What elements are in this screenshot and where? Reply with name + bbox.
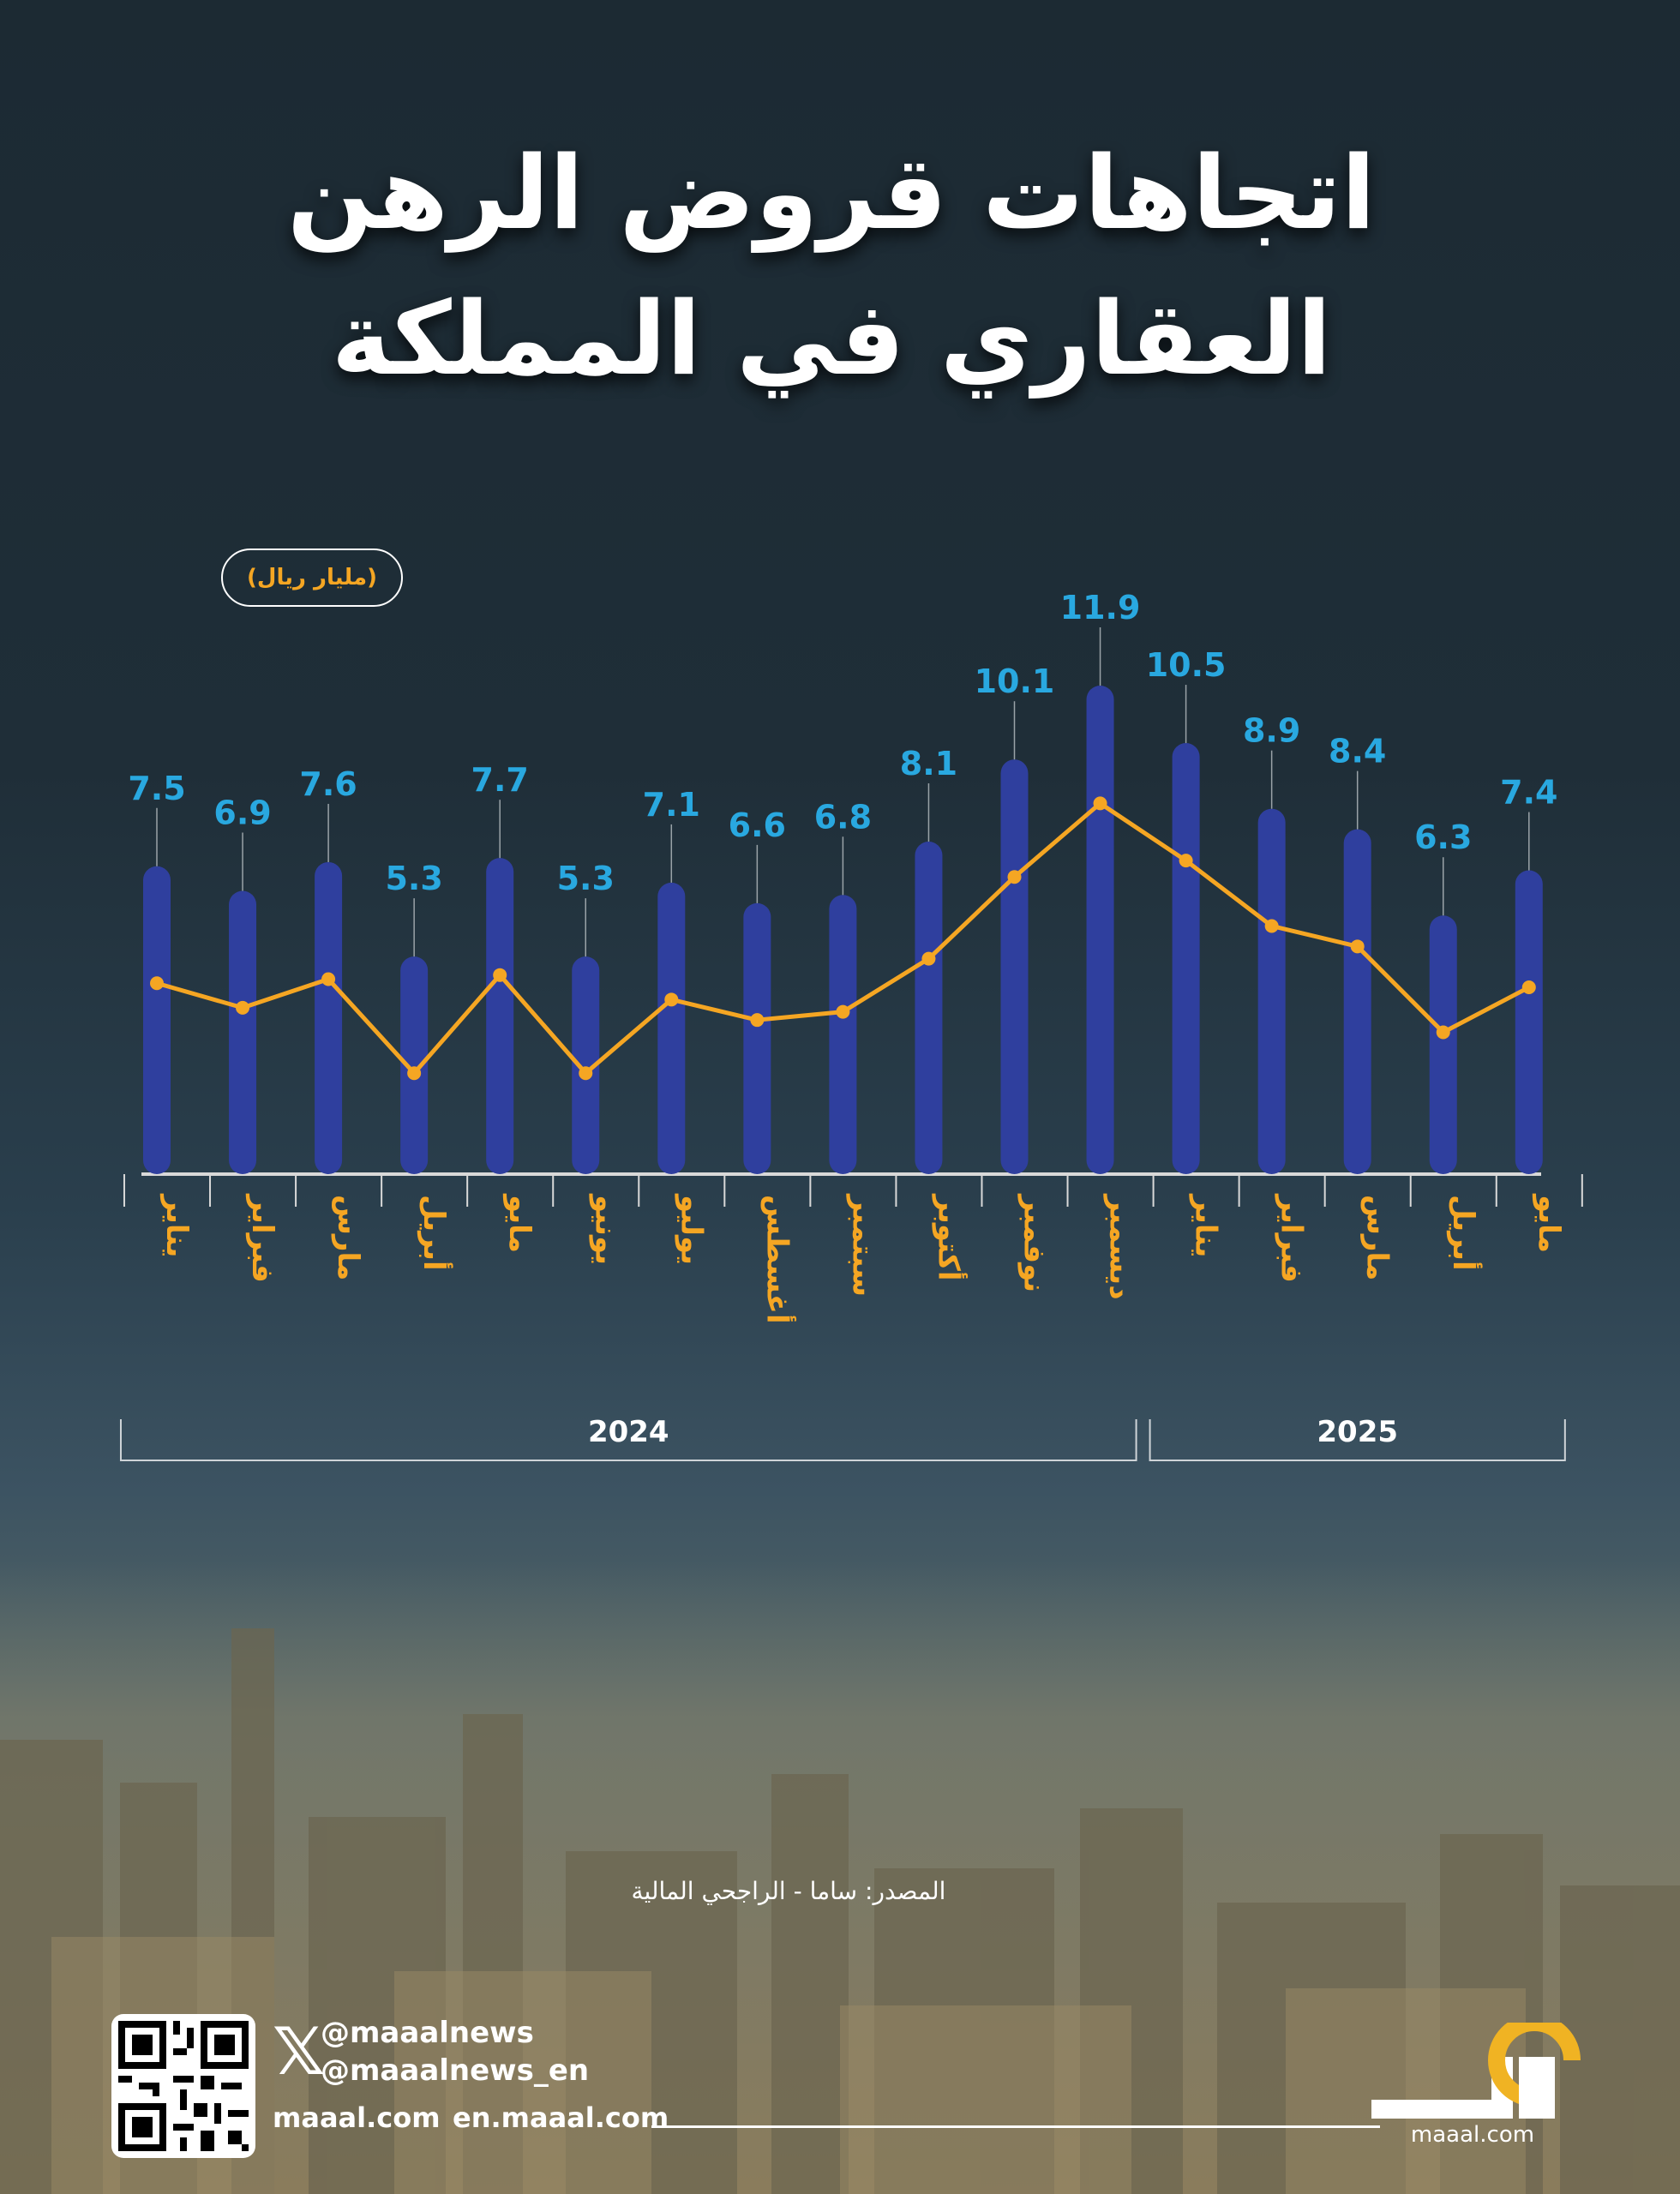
- trend-point: [1521, 980, 1536, 995]
- value-label: 6.6: [729, 806, 786, 844]
- handle-en[interactable]: @maaalnews_en: [321, 2053, 590, 2088]
- trend-point: [407, 1066, 422, 1081]
- month-label: نوفمبر: [1017, 1193, 1052, 1292]
- year-bracket: [1149, 1419, 1566, 1461]
- month-label: ديسمبر: [1103, 1193, 1137, 1300]
- year-label: 2025: [1317, 1415, 1398, 1449]
- bar: [1429, 915, 1457, 1174]
- month-label: أبريل: [417, 1195, 453, 1271]
- trend-point: [1264, 919, 1279, 933]
- bar: [829, 895, 857, 1174]
- month-label: مايو: [502, 1193, 537, 1253]
- value-label: 8.9: [1243, 712, 1300, 750]
- month-label: مارس: [1360, 1195, 1395, 1280]
- qr-code[interactable]: [111, 2014, 255, 2158]
- value-label: 5.3: [385, 860, 442, 897]
- bar: [915, 842, 943, 1174]
- value-label: 10.5: [1146, 646, 1227, 684]
- value-label: 7.6: [299, 765, 357, 803]
- bar: [315, 861, 343, 1174]
- bar: [1086, 686, 1114, 1174]
- source-note: المصدر: ساما - الراجحي المالية: [631, 1877, 946, 1905]
- title-line-2: العقاري في المملكة: [331, 279, 1332, 398]
- x-logo-icon[interactable]: 𝕏: [273, 2013, 326, 2089]
- value-label: 6.9: [213, 794, 271, 831]
- maaal-logo-icon: [1371, 2014, 1581, 2119]
- bar: [1515, 870, 1543, 1174]
- month-label: مارس: [331, 1195, 365, 1280]
- value-label: 7.4: [1500, 774, 1557, 812]
- bar: [229, 890, 257, 1174]
- bar: [1257, 808, 1286, 1174]
- value-label: 6.3: [1414, 818, 1472, 856]
- site-link[interactable]: maaal.com: [273, 2101, 441, 2134]
- qr-code-icon: [118, 2021, 249, 2151]
- trend-point: [1436, 1025, 1450, 1040]
- month-label: يونيو: [588, 1193, 622, 1265]
- unit-badge: (مليار ريال): [221, 548, 403, 607]
- bar: [657, 882, 686, 1174]
- trend-point: [493, 968, 507, 982]
- footer-divider: [651, 2125, 1380, 2128]
- trend-point: [921, 951, 936, 966]
- month-label: يناير: [1189, 1193, 1223, 1257]
- bar: [1172, 743, 1200, 1174]
- trend-point: [664, 992, 679, 1007]
- chart-title: اتجاهات قروض الرهن العقاري في المملكة: [103, 120, 1560, 411]
- trend-point: [1350, 939, 1365, 954]
- trend-point: [1007, 870, 1022, 884]
- bar: [400, 956, 429, 1174]
- site-en-link[interactable]: en.maaal.com: [453, 2101, 669, 2134]
- year-label: 2024: [588, 1415, 669, 1449]
- maaal-logo: maaal.com: [1363, 2014, 1586, 2168]
- trend-point: [150, 976, 164, 991]
- trend-point: [836, 1004, 850, 1019]
- trend-point: [1179, 854, 1193, 868]
- month-label: فبراير: [1275, 1193, 1309, 1283]
- title-line-1: اتجاهات قروض الرهن: [287, 134, 1376, 252]
- trend-point: [1093, 796, 1107, 811]
- value-label: 10.1: [975, 662, 1055, 700]
- handle-ar[interactable]: @maaalnews: [321, 2016, 534, 2050]
- bar: [572, 956, 600, 1174]
- value-label: 6.8: [814, 798, 872, 836]
- month-label: فبراير: [245, 1193, 279, 1283]
- trend-point: [750, 1013, 765, 1028]
- month-label: يوليو: [674, 1193, 708, 1265]
- bar: [743, 902, 771, 1174]
- value-label: 8.1: [900, 745, 957, 782]
- month-label: أكتوبر: [931, 1193, 968, 1281]
- value-label: 7.1: [643, 786, 700, 824]
- value-label: 7.7: [471, 761, 529, 799]
- trend-point: [321, 972, 336, 986]
- month-label: سبتمبر: [845, 1193, 879, 1297]
- value-label: 7.5: [128, 770, 185, 807]
- bar: [486, 858, 514, 1174]
- trend-point: [236, 1000, 250, 1015]
- bar: [1343, 829, 1371, 1174]
- bar-line-chart: 7.5 6.9 7.6 5.3 7.7 5.3 7.1 6.6 6.8 8.1 10.111.910…: [119, 589, 1583, 1461]
- month-label: أبريل: [1446, 1195, 1483, 1271]
- month-label: يناير: [159, 1193, 194, 1257]
- bar: [1000, 759, 1029, 1174]
- value-label: 11.9: [1060, 589, 1141, 626]
- month-label: أغسطس: [759, 1195, 796, 1324]
- value-label: 5.3: [557, 860, 615, 897]
- logo-domain: maaal.com: [1410, 2122, 1535, 2148]
- bar: [143, 866, 171, 1174]
- month-label: مايو: [1532, 1193, 1566, 1253]
- trend-point: [579, 1066, 593, 1081]
- year-bracket: [119, 1419, 1137, 1461]
- city-skyline-background: [0, 1560, 1680, 2194]
- value-label: 8.4: [1329, 733, 1386, 770]
